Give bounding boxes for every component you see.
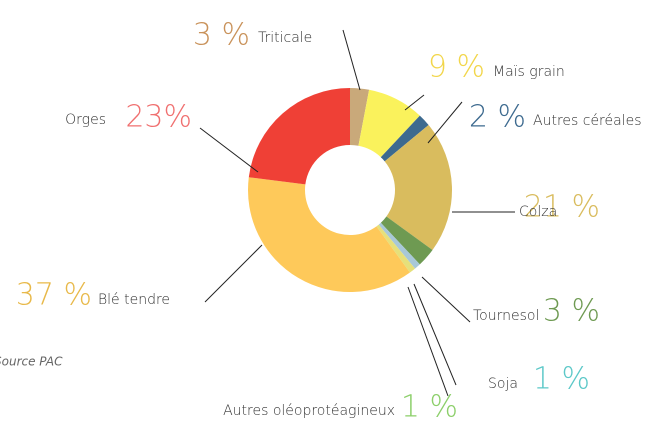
category-label: Soja	[488, 376, 518, 392]
leader-line	[427, 101, 463, 144]
category-label: Tournesol	[473, 308, 539, 324]
value-label: 37 %	[16, 278, 92, 313]
donut-slice	[248, 88, 350, 185]
category-label: Colza	[519, 204, 557, 220]
category-label: Blé tendre	[98, 292, 170, 308]
value-label: 3 %	[193, 18, 250, 53]
donut-slice	[248, 177, 410, 292]
value-label: 21 %	[524, 190, 600, 225]
value-label: 2 %	[469, 100, 526, 135]
category-label: Autres oléoprotéagineux	[223, 403, 395, 419]
value-label: 23%	[125, 100, 192, 135]
donut-slice	[380, 115, 429, 162]
leader-line	[342, 29, 361, 91]
leader-line	[404, 94, 425, 111]
donut-slice	[378, 222, 420, 269]
value-label: 1 %	[533, 362, 590, 397]
leader-line	[421, 276, 471, 323]
value-label: 1 %	[401, 390, 458, 425]
donut-slice	[358, 89, 420, 158]
leader-line	[204, 244, 263, 303]
donut-slice	[350, 88, 370, 146]
source-note: Source PAC	[0, 355, 63, 369]
category-label: Triticale	[258, 30, 312, 46]
donut-slice	[376, 224, 416, 273]
donut-slice	[384, 124, 453, 250]
leader-line	[413, 283, 457, 386]
value-label: 3 %	[543, 294, 600, 329]
leader-line	[407, 286, 449, 397]
leader-line	[199, 127, 259, 173]
donut-slice	[380, 216, 433, 265]
category-label: Maïs grain	[493, 64, 565, 80]
value-label: 9 %	[428, 50, 485, 85]
category-label: Orges	[65, 112, 106, 128]
category-label: Autres céréales	[533, 113, 642, 129]
